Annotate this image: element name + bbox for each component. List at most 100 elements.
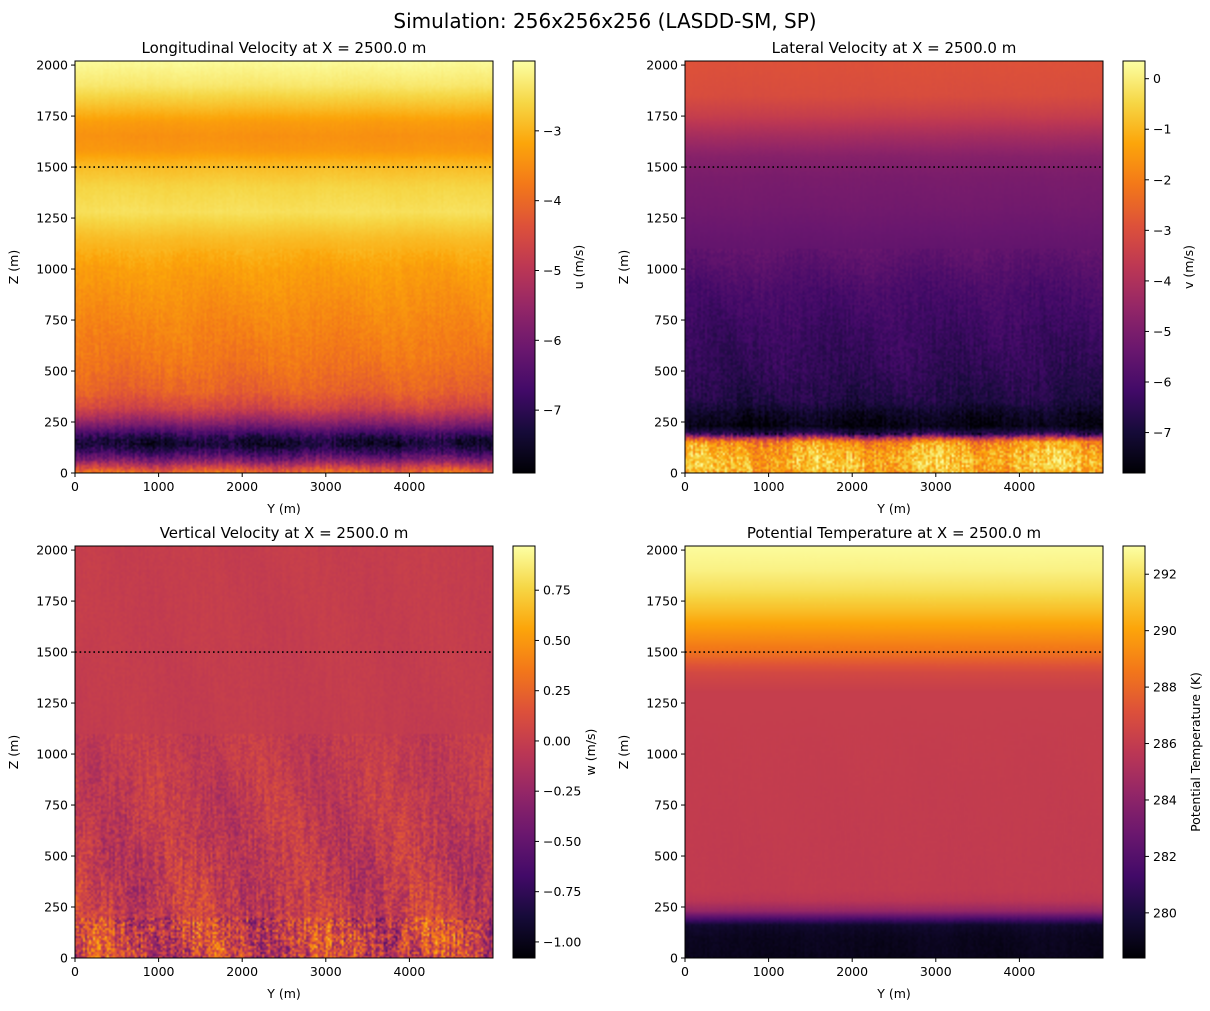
x-axis-label: Y (m) [266,986,301,1001]
colorbar-label: u (m/s) [571,245,586,290]
colorbar-frame [512,545,536,959]
y-tick-label: 1750 [36,594,68,609]
colorbar-tick-label: −5 [543,263,561,278]
y-tick-label: 1000 [36,747,68,762]
y-tick-label: 250 [44,415,68,430]
colorbar-gradient [513,61,535,473]
y-tick-label: 0 [670,951,678,966]
y-tick-label: 1250 [646,211,678,226]
colorbar-tick-label: −6 [543,333,561,348]
colorbar-tick-label: −0.25 [543,784,581,799]
figure-suptitle: Simulation: 256x256x256 (LASDD-SM, SP) [393,9,816,33]
y-tick-label: 1750 [646,594,678,609]
colorbar-tick-label: −5 [1153,324,1171,339]
y-tick-label: 1500 [646,645,678,660]
x-tick-label: 4000 [393,479,425,494]
y-tick-label: 2000 [36,543,68,558]
y-tick-label: 750 [44,798,68,813]
heatmap-image [75,61,493,473]
y-axis-label: Z (m) [616,250,631,284]
y-tick-label: 2000 [36,58,68,73]
heatmap-image [75,546,493,958]
colorbar-tick-label: −2 [1153,172,1171,187]
x-tick-label: 4000 [393,964,425,979]
colorbar-tick-label: −3 [543,123,561,138]
y-tick-label: 500 [654,849,678,864]
x-axis-label: Y (m) [266,501,301,516]
panels-group: Longitudinal Velocity at X = 2500.0 m 0 10… [6,39,1203,1001]
colorbar-tick-label: 286 [1153,736,1177,751]
panel-title: Lateral Velocity at X = 2500.0 m [772,39,1017,57]
panel-4: Potential Temperature at X = 2500.0 m 0 10… [616,524,1203,1001]
y-tick-label: 0 [670,466,678,481]
heatmap-image [685,546,1103,958]
y-axis-label: Z (m) [6,250,21,284]
y-tick-label: 1500 [36,160,68,175]
y-tick-label: 1500 [646,160,678,175]
colorbar-label: Potential Temperature (K) [1188,672,1203,832]
y-tick-label: 500 [44,849,68,864]
x-tick-label: 0 [71,964,79,979]
x-tick-label: 4000 [1003,964,1035,979]
x-tick-label: 3000 [310,479,342,494]
colorbar-tick-label: −7 [1153,425,1171,440]
colorbar-tick-label: −0.50 [543,834,581,849]
y-tick-label: 1750 [646,109,678,124]
axes-frame [74,60,494,474]
x-tick-label: 3000 [310,964,342,979]
colorbar-tick-label: −4 [1153,273,1171,288]
colorbar-tick-label: 0.50 [543,633,571,648]
colorbar-tick-label: 0.25 [543,683,571,698]
x-tick-label: 1000 [143,479,175,494]
colorbar-tick-label: 288 [1153,680,1177,695]
panel-2: Lateral Velocity at X = 2500.0 m 0 1000 200… [616,39,1196,516]
colorbar-label: v (m/s) [1181,245,1196,289]
x-tick-label: 0 [681,479,689,494]
y-tick-label: 1000 [36,262,68,277]
colorbar-tick-label: −4 [543,193,561,208]
y-tick-label: 2000 [646,58,678,73]
axes-frame [74,545,494,959]
y-tick-label: 750 [654,798,678,813]
y-tick-label: 0 [60,466,68,481]
colorbar-tick-label: −7 [543,403,561,418]
axes-frame [684,545,1104,959]
colorbar-frame [1122,545,1146,959]
colorbar-tick-label: −0.75 [543,884,581,899]
x-tick-label: 2000 [226,964,258,979]
colorbar-tick-label: 0.00 [543,733,571,748]
colorbar-gradient [513,546,535,958]
colorbar-tick-label: 290 [1153,623,1177,638]
colorbar-tick-label: −1 [1153,122,1171,137]
y-tick-label: 1750 [36,109,68,124]
panel-title: Vertical Velocity at X = 2500.0 m [160,524,409,542]
y-tick-label: 500 [654,364,678,379]
panel-3: Vertical Velocity at X = 2500.0 m 0 1000 20… [6,524,598,1001]
y-tick-label: 250 [654,415,678,430]
y-tick-label: 1250 [36,696,68,711]
y-tick-label: 250 [44,900,68,915]
panel-1: Longitudinal Velocity at X = 2500.0 m 0 10… [6,39,586,516]
y-tick-label: 750 [44,313,68,328]
y-tick-label: 0 [60,951,68,966]
colorbar-tick-label: 280 [1153,905,1177,920]
y-tick-label: 1250 [646,696,678,711]
x-tick-label: 0 [71,479,79,494]
colorbar-gradient [1123,61,1145,473]
colorbar-tick-label: 292 [1153,567,1177,582]
y-tick-label: 250 [654,900,678,915]
x-tick-label: 1000 [143,964,175,979]
colorbar-tick-label: 0 [1153,71,1161,86]
colorbar-tick-label: 282 [1153,849,1177,864]
panel-title: Longitudinal Velocity at X = 2500.0 m [142,39,427,57]
colorbar-tick-label: 284 [1153,792,1177,807]
panel-title: Potential Temperature at X = 2500.0 m [747,524,1041,542]
colorbar-frame [1122,60,1146,474]
x-tick-label: 2000 [836,964,868,979]
colorbar-gradient [1123,546,1145,958]
y-tick-label: 2000 [646,543,678,558]
y-tick-label: 1000 [646,747,678,762]
colorbar-tick-label: −3 [1153,223,1171,238]
